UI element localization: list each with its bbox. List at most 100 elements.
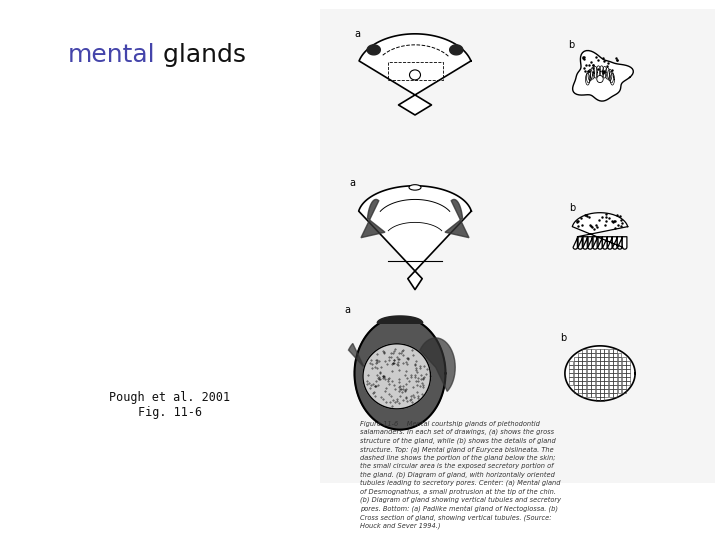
Bar (570, 366, 573, 369)
Bar (618, 377, 621, 381)
Bar (626, 377, 630, 381)
Polygon shape (565, 346, 635, 401)
Bar (613, 381, 617, 385)
Bar (582, 386, 586, 389)
Bar (578, 353, 582, 357)
Bar (604, 349, 608, 353)
Bar (600, 381, 604, 385)
Bar (587, 393, 590, 397)
Bar (582, 366, 586, 369)
Bar (578, 357, 582, 361)
Bar (613, 386, 617, 389)
Bar (582, 361, 586, 365)
Bar (582, 377, 586, 381)
Bar (622, 373, 626, 377)
Bar (604, 381, 608, 385)
Bar (622, 386, 626, 389)
Bar (587, 361, 590, 365)
Polygon shape (363, 344, 431, 409)
Bar (587, 353, 590, 357)
Bar (609, 353, 613, 357)
Polygon shape (608, 69, 612, 81)
Bar (582, 381, 586, 385)
Bar (582, 373, 586, 377)
Polygon shape (348, 343, 364, 367)
Bar (591, 389, 595, 393)
Bar (578, 361, 582, 365)
Bar (595, 349, 600, 353)
Bar (618, 369, 621, 373)
Bar (609, 369, 613, 373)
Polygon shape (572, 51, 634, 101)
Bar (622, 389, 626, 393)
Bar (570, 361, 573, 365)
Bar (595, 397, 600, 401)
Bar (582, 389, 586, 393)
Ellipse shape (597, 76, 603, 83)
Bar (574, 369, 577, 373)
Bar (613, 369, 617, 373)
Bar (613, 373, 617, 377)
Bar (604, 369, 608, 373)
Bar (600, 393, 604, 397)
Bar (613, 353, 617, 357)
Bar (587, 389, 590, 393)
Text: mental: mental (68, 43, 155, 66)
Bar (622, 361, 626, 365)
Polygon shape (450, 45, 463, 55)
Polygon shape (359, 186, 472, 289)
Bar (600, 353, 604, 357)
Polygon shape (585, 73, 590, 85)
Bar (600, 369, 604, 373)
Bar (574, 357, 577, 361)
Polygon shape (359, 34, 471, 115)
Bar (587, 381, 590, 385)
Bar (600, 357, 604, 361)
Bar (618, 386, 621, 389)
Bar (613, 357, 617, 361)
Polygon shape (586, 71, 590, 83)
Polygon shape (354, 317, 446, 430)
Bar (622, 357, 626, 361)
Bar (609, 377, 613, 381)
Bar (595, 386, 600, 389)
Bar (574, 366, 577, 369)
Bar (604, 386, 608, 389)
Bar (591, 386, 595, 389)
Bar (595, 366, 600, 369)
Bar (587, 349, 590, 353)
Ellipse shape (409, 185, 421, 190)
Bar (600, 361, 604, 365)
Bar (604, 357, 608, 361)
Polygon shape (445, 199, 469, 238)
Bar (574, 381, 577, 385)
Bar (595, 381, 600, 385)
Polygon shape (593, 66, 598, 78)
Bar (604, 366, 608, 369)
Polygon shape (588, 69, 593, 81)
Bar (622, 377, 626, 381)
Bar (600, 349, 604, 353)
Bar (591, 381, 595, 385)
Bar (595, 389, 600, 393)
Polygon shape (420, 338, 455, 392)
Polygon shape (572, 213, 628, 249)
Bar (626, 366, 630, 369)
Bar (618, 381, 621, 385)
Bar (618, 361, 621, 365)
Bar (582, 357, 586, 361)
Bar (626, 369, 630, 373)
Bar (626, 373, 630, 377)
Bar (609, 361, 613, 365)
Bar (609, 393, 613, 397)
Bar (609, 389, 613, 393)
Bar (626, 361, 630, 365)
Bar (582, 393, 586, 397)
Bar (618, 366, 621, 369)
Bar (587, 366, 590, 369)
Bar (582, 349, 586, 353)
Bar (609, 366, 613, 369)
Bar (600, 389, 604, 393)
Bar (582, 353, 586, 357)
Bar (595, 393, 600, 397)
